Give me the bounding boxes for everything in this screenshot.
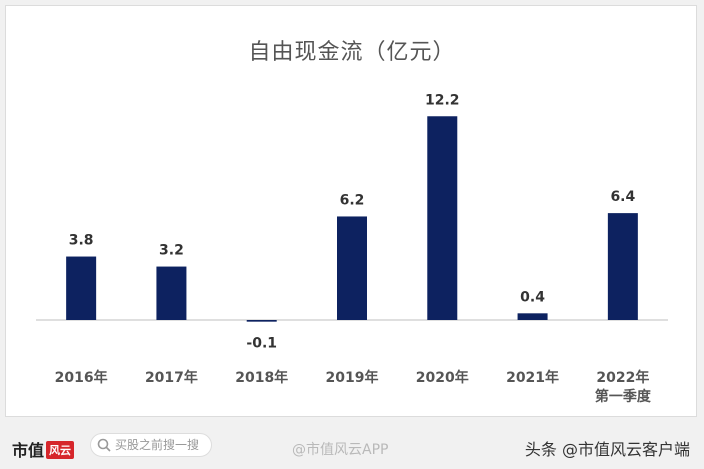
search-icon	[97, 438, 111, 452]
search-placeholder: 买股之前搜一搜	[115, 438, 200, 452]
bar-2	[246, 320, 277, 322]
chart-title: 自由现金流（亿元）	[248, 40, 456, 65]
bar-4	[427, 116, 458, 320]
data-label-2: -0.1	[246, 336, 277, 352]
category-label-4: 2020年	[416, 369, 469, 386]
category-label-6-line1: 第一季度	[595, 388, 652, 405]
footer-bar: 市值 风云 买股之前搜一搜 @市值风云APP 头条 @市值风云客户端	[0, 419, 704, 469]
bar-3	[337, 216, 367, 320]
bar-1	[156, 266, 187, 320]
brand-logo-badge: 风云	[46, 441, 75, 459]
data-label-0: 3.8	[69, 233, 94, 249]
data-label-1: 3.2	[159, 243, 184, 259]
search-input[interactable]: 买股之前搜一搜	[90, 433, 212, 457]
center-watermark: @市值风云APP	[292, 442, 389, 458]
category-label-3: 2019年	[326, 369, 379, 386]
category-label-0: 2016年	[55, 369, 108, 386]
bar-0	[66, 256, 97, 320]
brand-logo-text: 市值	[12, 441, 45, 460]
category-label-5: 2021年	[506, 369, 559, 386]
bar-6	[607, 213, 638, 320]
category-label-2: 2018年	[235, 369, 288, 386]
category-label-6-line0: 2022年	[596, 369, 649, 386]
data-label-5: 0.4	[520, 289, 545, 305]
category-label-1: 2017年	[145, 369, 198, 386]
data-label-4: 12.2	[425, 92, 460, 108]
source-attribution: 头条 @市值风云客户端	[524, 440, 690, 459]
bar-5	[517, 313, 548, 320]
data-label-3: 6.2	[340, 192, 365, 208]
chart-card: 自由现金流（亿元） 3.8 2016年 3.2 2017年 -0.1 2018年 6.2 20…	[5, 5, 697, 417]
chart-plot: 3.8 2016年 3.2 2017年 -0.1 2018年 6.2 2019年 12.2 202…	[36, 92, 668, 405]
brand-logo[interactable]: 市值 风云	[12, 437, 75, 461]
data-label-6: 6.4	[610, 189, 635, 205]
